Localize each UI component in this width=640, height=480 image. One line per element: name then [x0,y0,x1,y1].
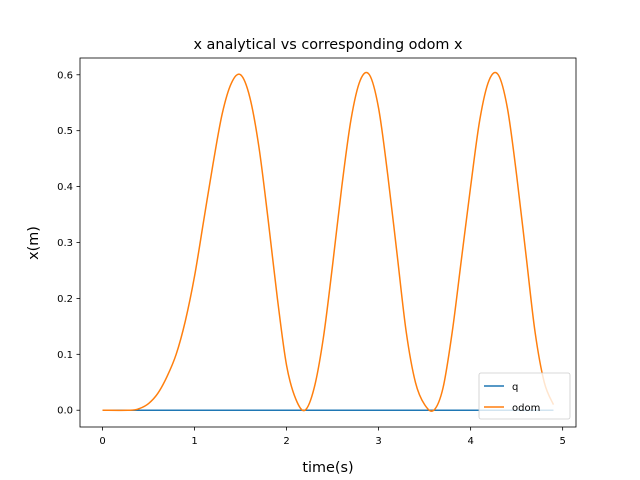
x-axis-ticks: 0 1 2 3 4 5 [99,427,566,447]
plot-series [102,71,555,412]
y-tick-label: 0.6 [57,70,73,81]
x-tick-label: 0 [99,436,105,447]
x-axis-label: time(s) [302,460,353,476]
chart-title: x analytical vs corresponding odom x [193,37,463,53]
legend: q odom [478,372,571,420]
x-tick-label: 5 [559,436,565,447]
y-tick-label: 0.5 [57,126,73,137]
x-tick-label: 4 [467,436,473,447]
y-axis-label: x(m) [26,226,42,260]
x-tick-label: 2 [283,436,289,447]
y-tick-label: 0.2 [57,294,73,305]
y-tick-label: 0.3 [57,238,73,249]
x-tick-label: 1 [191,436,197,447]
y-tick-label: 0.1 [57,350,73,361]
legend-label-odom: odom [512,403,540,414]
legend-label-q: q [512,382,518,393]
y-axis-ticks: 0.0 0.1 0.2 0.3 0.4 0.5 0.6 [57,70,80,417]
y-tick-label: 0.4 [57,182,73,193]
y-tick-label: 0.0 [57,406,73,417]
series-line-odom [102,71,555,412]
x-tick-label: 3 [375,436,381,447]
